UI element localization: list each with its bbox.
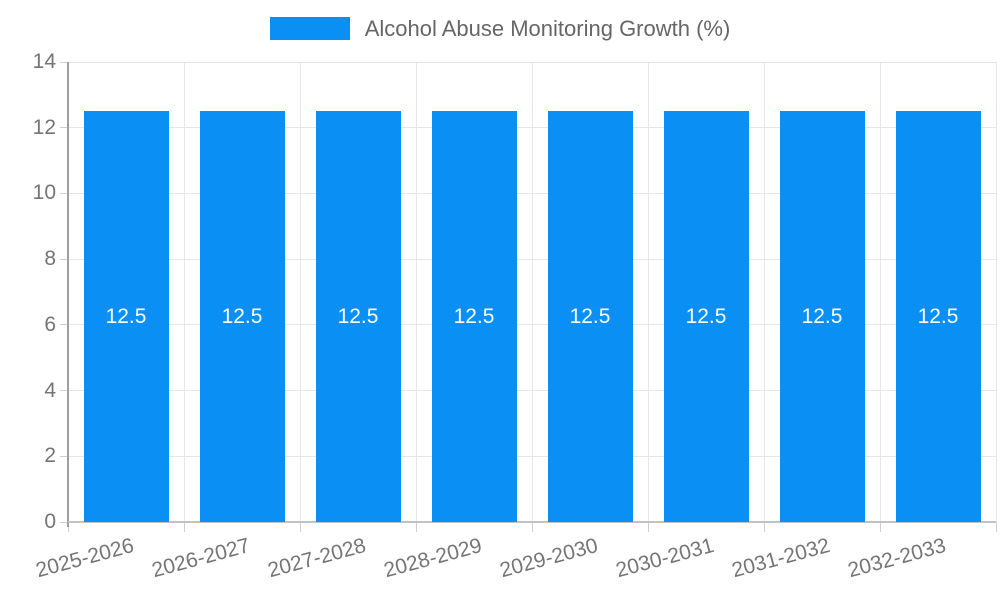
x-tick <box>995 522 997 532</box>
y-axis-tick-label: 8 <box>44 247 56 271</box>
y-tick <box>60 127 68 129</box>
x-axis-line <box>68 521 996 523</box>
x-axis-tick-label: 2032-2033 <box>844 534 948 583</box>
y-tick <box>60 192 68 194</box>
bar: 12.5 <box>431 111 517 522</box>
y-tick <box>60 521 68 523</box>
y-axis-tick-label: 0 <box>44 510 56 533</box>
x-gridline <box>995 62 997 522</box>
y-tick <box>60 455 68 457</box>
x-tick <box>879 522 881 532</box>
x-gridline <box>763 62 765 522</box>
x-gridline <box>299 62 301 522</box>
bar: 12.5 <box>315 111 401 522</box>
y-axis-tick-label: 12 <box>32 115 56 139</box>
x-tick <box>67 522 69 532</box>
x-gridline <box>531 62 533 522</box>
y-tick <box>60 61 68 63</box>
bar-value-label: 12.5 <box>453 304 495 328</box>
x-axis-tick-label: 2026-2027 <box>148 534 252 583</box>
bar-value-label: 12.5 <box>221 304 263 328</box>
bar: 12.5 <box>895 111 981 522</box>
x-tick <box>763 522 765 532</box>
bar: 12.5 <box>663 111 749 522</box>
x-axis-tick-label: 2028-2029 <box>380 534 484 583</box>
y-axis-tick-label: 2 <box>44 444 56 468</box>
legend-label: Alcohol Abuse Monitoring Growth (%) <box>364 16 731 41</box>
x-axis-tick-label: 2030-2031 <box>612 534 716 583</box>
x-tick <box>415 522 417 532</box>
bar: 12.5 <box>779 111 865 522</box>
x-gridline <box>415 62 417 522</box>
x-gridline <box>183 62 185 522</box>
bar-value-label: 12.5 <box>917 304 959 328</box>
y-axis-tick-label: 10 <box>32 181 56 205</box>
legend: Alcohol Abuse Monitoring Growth (%) <box>0 17 1000 40</box>
y-tick <box>60 390 68 392</box>
bar-value-label: 12.5 <box>569 304 611 328</box>
x-gridline <box>879 62 881 522</box>
plot-area: 12.5 12.5 12.5 12.5 12.5 12.5 12.5 12.5 <box>60 61 997 532</box>
y-axis-tick-label: 14 <box>32 50 56 73</box>
x-tick <box>531 522 533 532</box>
x-tick <box>647 522 649 532</box>
bar: 12.5 <box>199 111 285 522</box>
y-tick <box>60 258 68 260</box>
bar: 12.5 <box>83 111 169 522</box>
bar-value-label: 12.5 <box>337 304 379 328</box>
x-axis-tick-label: 2027-2028 <box>264 534 368 583</box>
x-axis-tick-label: 2031-2032 <box>728 534 832 583</box>
x-axis-tick-label: 2029-2030 <box>496 534 600 583</box>
y-axis-tick-label: 4 <box>44 378 56 402</box>
bar-value-label: 12.5 <box>801 304 843 328</box>
x-gridline <box>647 62 649 522</box>
x-tick <box>183 522 185 532</box>
bar-value-label: 12.5 <box>105 304 147 328</box>
y-axis-tick-label: 6 <box>44 312 56 336</box>
y-axis-line <box>67 62 69 527</box>
legend-swatch <box>269 17 350 40</box>
bar: 12.5 <box>547 111 633 522</box>
bar-value-label: 12.5 <box>685 304 727 328</box>
x-tick <box>299 522 301 532</box>
y-tick <box>60 324 68 326</box>
x-axis-tick-label: 2025-2026 <box>32 534 136 583</box>
